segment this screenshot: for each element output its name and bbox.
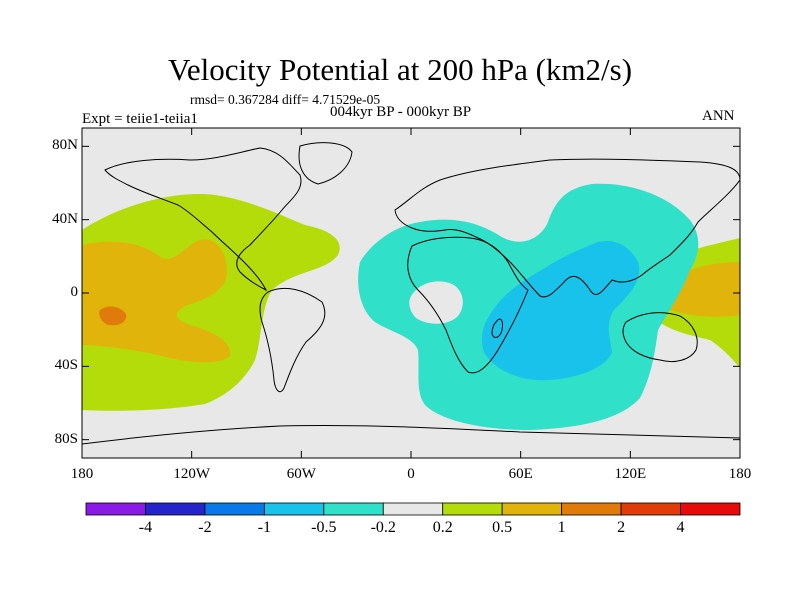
colorbar-swatch [323,502,384,516]
lon-tick-label: 180 [728,466,752,482]
lon-tick-label: 60W [286,466,316,482]
colorbar-label: 1 [557,519,566,536]
coastline-greenland [298,142,353,185]
colorbar-label: 0.5 [492,519,513,536]
coastline-eurasia [394,158,740,298]
colorbar-swatch [263,502,325,516]
stats-line: rmsd= 0.367284 diff= 4.71529e-05 [190,92,381,107]
colorbar-label: 4 [676,519,685,536]
coastline-antarctica [82,424,740,445]
lat-tick-label: 40S [54,357,78,374]
colorbar-swatch [620,502,681,516]
contour-fill-layer [82,183,740,430]
experiment-label: Expt = teiie1-teiia1 [82,111,198,127]
coastline-madagascar [491,318,503,338]
positive-anomaly-region [82,194,340,411]
lon-tick-label: 180 [70,466,94,482]
lat-tick-label: 40N [52,210,78,227]
colorbar-label: -4 [138,519,153,536]
colorbar-label: -0.5 [311,519,337,536]
axis-ticks [81,128,741,458]
orange-anomaly-region [82,239,231,363]
period-label: 004kyr BP - 000kyr BP [330,104,472,120]
colorbar-swatch [204,502,265,516]
page-title: Velocity Potential at 200 hPa (km2/s) [167,52,633,87]
coastline-africa [407,236,529,374]
coastline-north-america [104,147,302,292]
lon-tick-label: 0 [407,466,415,482]
colorbar-label: -2 [198,519,212,536]
coastline-australia [622,312,698,363]
colorbar-label: -0.2 [370,519,396,536]
colorbar-label: -1 [257,519,272,536]
colorbar-label: 0.2 [432,519,453,536]
lon-tick-label: 60E [508,466,533,482]
colorbar-label: 2 [617,519,626,536]
coastlines [82,142,740,445]
lat-tick-label: 80S [54,430,78,447]
colorbar-swatch [382,502,444,516]
season-label: ANN [702,108,735,124]
strong-negative-region [481,240,640,381]
lat-tick-label: 80N [52,137,78,154]
coastline-south-america [259,287,326,393]
colorbar-swatch [145,502,206,516]
colorbar-swatch [680,502,741,516]
lon-tick-label: 120E [614,466,647,482]
colorbar-swatch [561,502,622,516]
colorbar-swatch [85,502,146,516]
colorbar-swatch [442,502,503,516]
neutral-hole-west-africa [409,281,463,324]
core-anomaly-region [99,306,127,326]
lon-tick-label: 120W [173,466,210,482]
lat-tick-label: 0 [70,284,79,300]
colorbar [85,502,741,516]
colorbar-swatch [501,502,563,516]
